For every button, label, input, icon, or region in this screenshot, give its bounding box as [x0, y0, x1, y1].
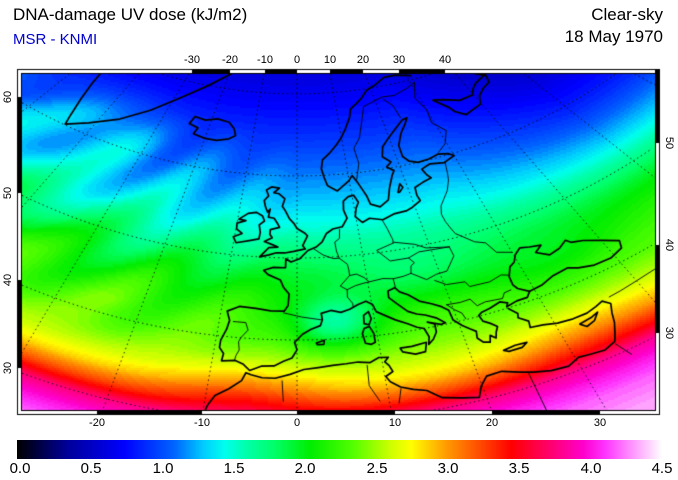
top-axis-tick-label: -10 [257, 54, 273, 66]
colorbar-tick-label: 4.0 [580, 460, 602, 477]
colorbar-tick-label: 2.5 [366, 460, 388, 477]
top-axis-tick-label: 40 [438, 54, 452, 66]
bottom-axis-tick-label: -10 [194, 417, 210, 429]
colorbar-gradient [17, 440, 662, 459]
colorbar-tick-label: 3.5 [508, 460, 530, 477]
left-axis-tick-label: 30 [2, 361, 14, 375]
colorbar-tick-label: 2.0 [294, 460, 316, 477]
right-axis-tick-label: 50 [663, 136, 675, 150]
top-axis-tick-label: 10 [323, 54, 337, 66]
top-axis-tick-label: -20 [222, 54, 238, 66]
bottom-axis-tick-label: 10 [388, 417, 402, 429]
colorbar-tick-label: 0.0 [9, 460, 31, 477]
right-axis-tick-label: 40 [663, 238, 675, 252]
left-axis-tick-label: 40 [2, 273, 14, 287]
source-label: MSR - KNMI [13, 31, 98, 48]
bottom-axis-tick-label: 0 [293, 417, 301, 429]
colorbar-tick-label: 0.5 [80, 460, 102, 477]
top-axis-tick-label: 0 [293, 54, 301, 66]
bottom-axis-tick-label: 20 [485, 417, 499, 429]
colorbar-tick-label: 4.5 [651, 460, 673, 477]
bottom-axis-tick-label: -20 [89, 417, 105, 429]
date-label: 18 May 1970 [564, 27, 663, 46]
right-axis-tick-label: 30 [663, 326, 675, 340]
left-axis-tick-label: 60 [2, 90, 14, 104]
top-axis-tick-label: -30 [184, 54, 200, 66]
page-title: DNA-damage UV dose (kJ/m2) [13, 5, 248, 24]
colorbar-tick-label: 3.0 [437, 460, 459, 477]
colorbar-tick-label: 1.5 [223, 460, 245, 477]
top-axis-tick-label: 30 [392, 54, 406, 66]
left-axis-tick-label: 50 [2, 186, 14, 200]
bottom-axis-tick-label: 30 [593, 417, 607, 429]
condition-label: Clear-sky [591, 5, 663, 24]
top-axis-tick-label: 20 [356, 54, 370, 66]
colorbar-tick-label: 1.0 [152, 460, 174, 477]
